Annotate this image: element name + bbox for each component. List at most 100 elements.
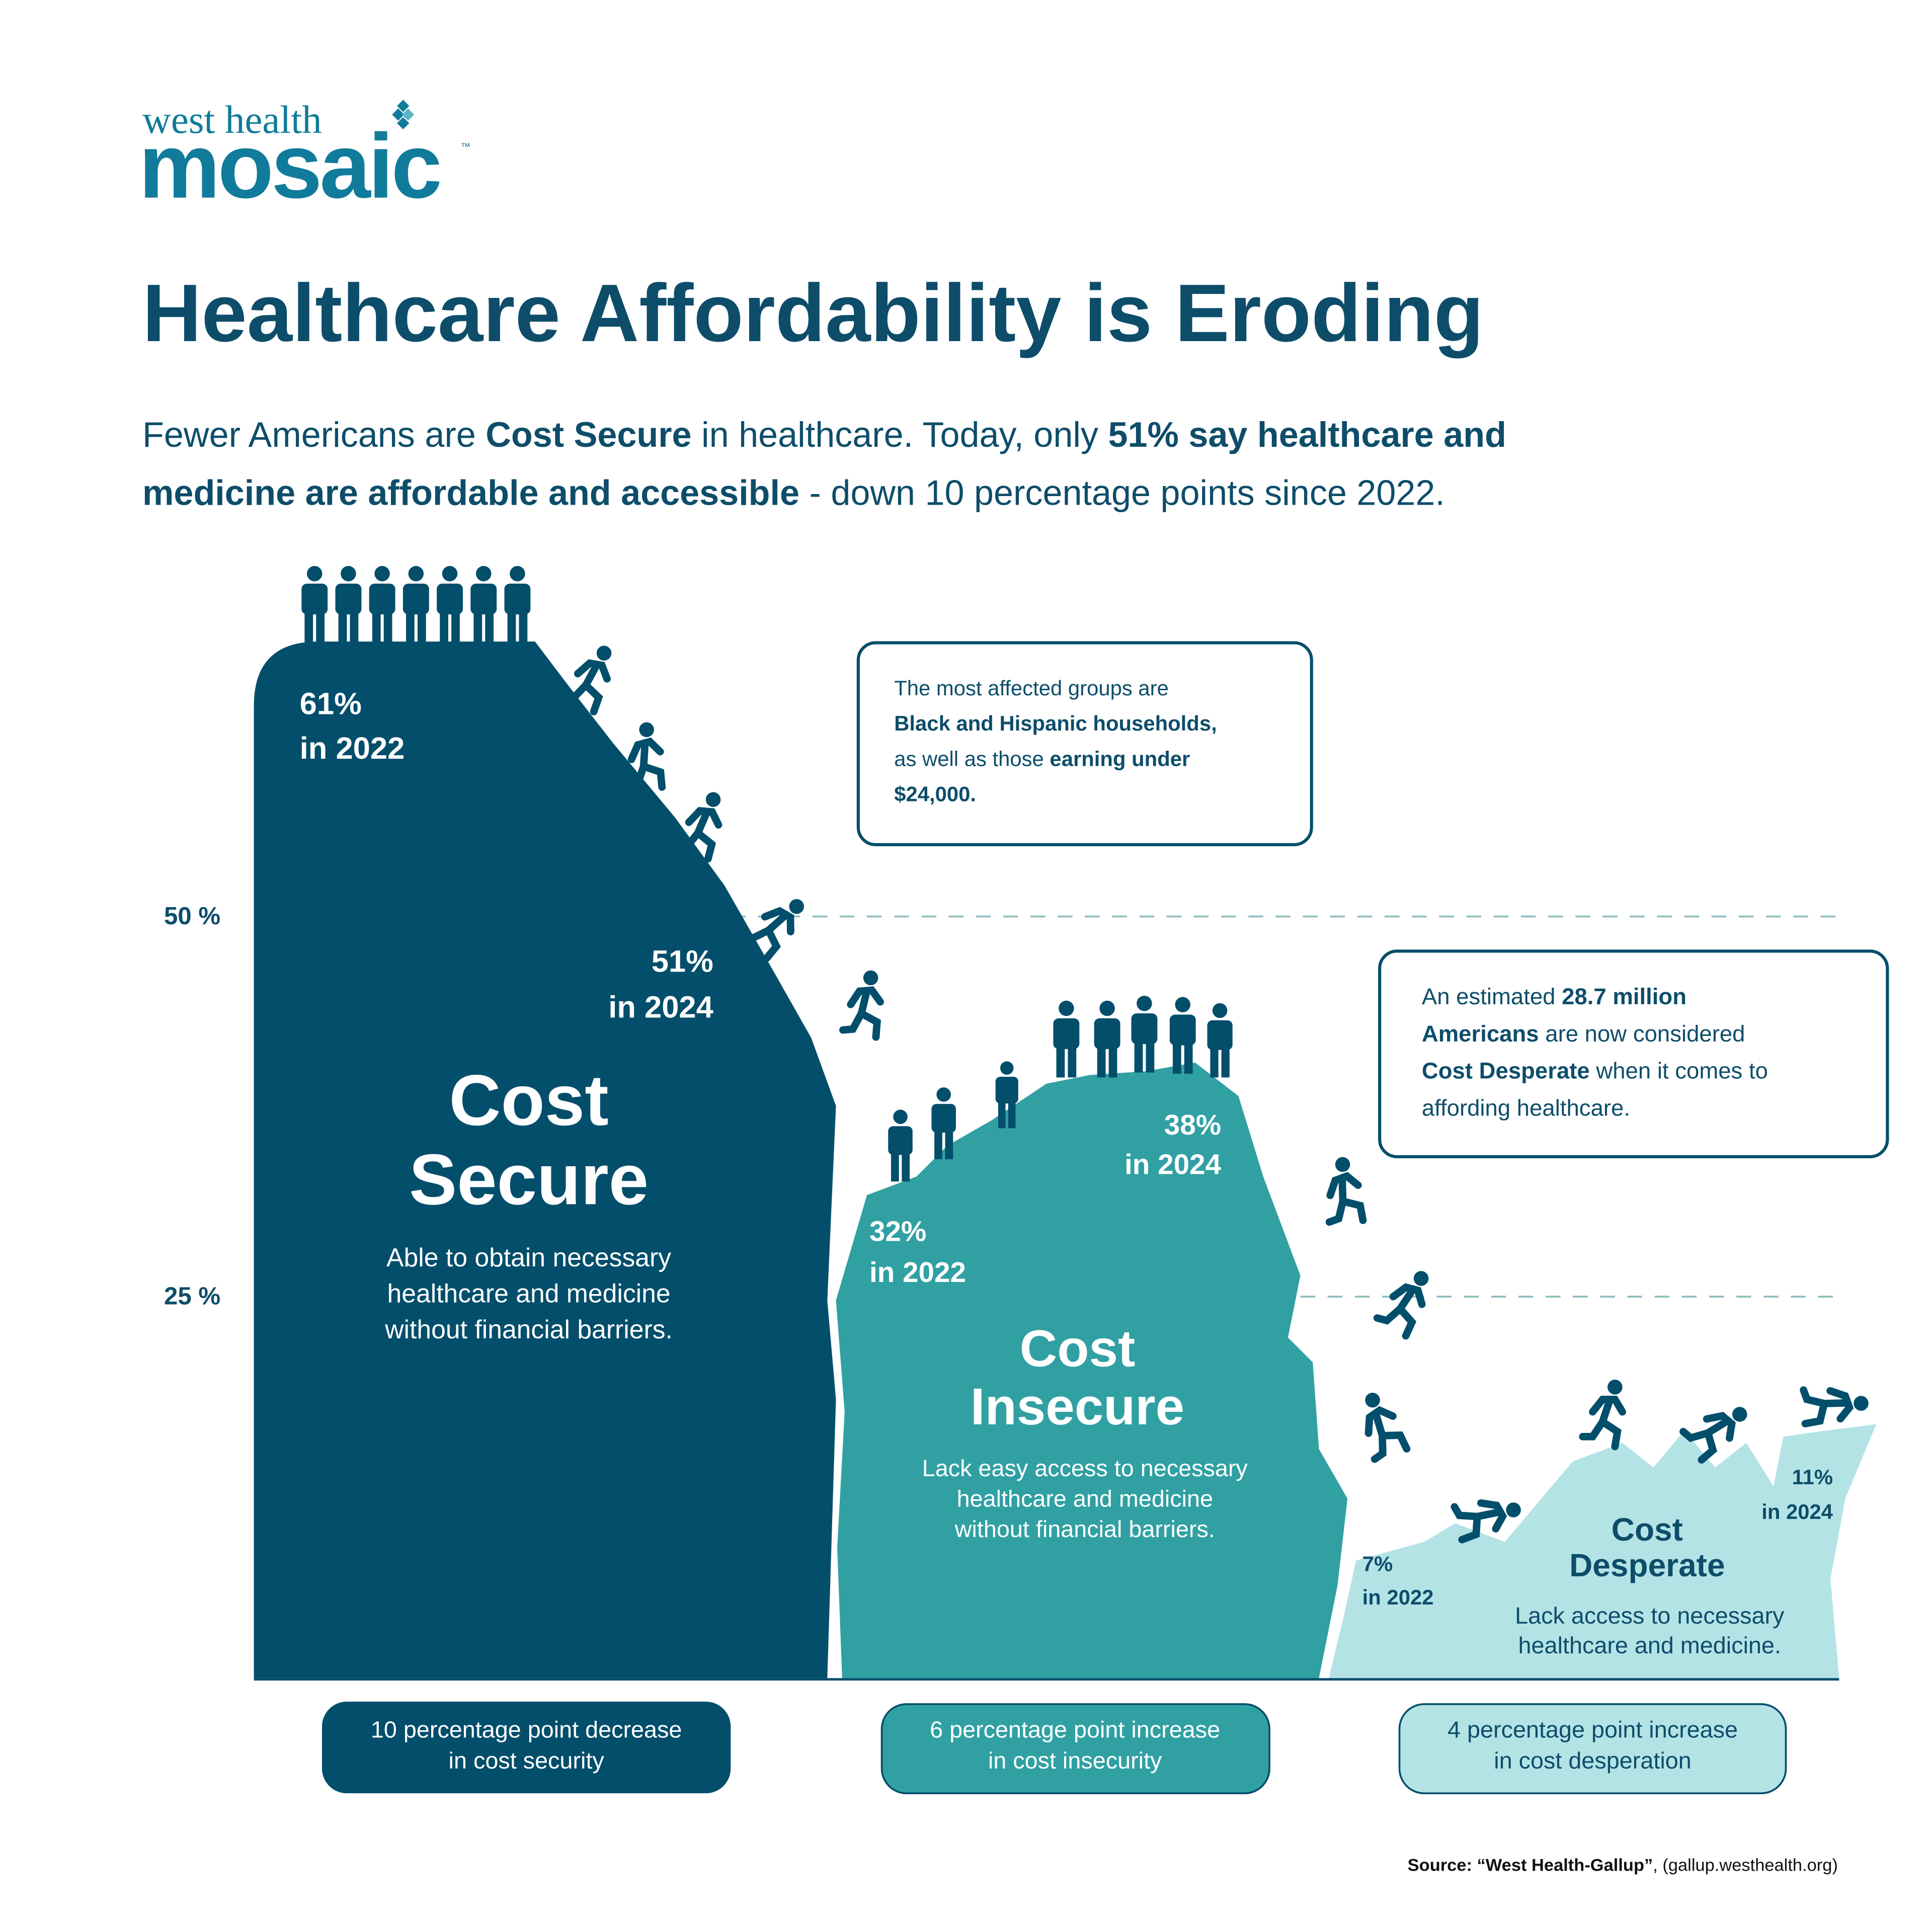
group-description: Lack easy access to necessary — [922, 1455, 1248, 1481]
share-label: 7% — [1362, 1552, 1393, 1575]
callout-line: Cost Desperate when it comes to — [1422, 1058, 1768, 1084]
falling-figure — [1325, 1157, 1367, 1226]
icon-part — [847, 986, 884, 1008]
icon-part — [1679, 1427, 1718, 1464]
icon-part — [624, 762, 666, 791]
icon-part — [1372, 1409, 1386, 1439]
share-label: in 2022 — [300, 731, 405, 766]
text-segment: Source: — [1408, 1856, 1477, 1875]
text-segment: as well as those — [894, 747, 1050, 770]
text-segment: are now considered — [1539, 1021, 1745, 1046]
mountain-desperate — [1329, 1424, 1877, 1678]
group-description: healthcare and medicine — [957, 1486, 1213, 1512]
text-segment: when it comes to — [1590, 1058, 1768, 1084]
icon-part — [1000, 1061, 1014, 1075]
icon-part — [437, 584, 463, 615]
icon-part — [1820, 1399, 1852, 1408]
icon-part — [1134, 1038, 1143, 1073]
callout-line: An estimated 28.7 million — [1422, 984, 1686, 1009]
icon-part — [1210, 1044, 1219, 1078]
falling-figure — [1800, 1386, 1869, 1427]
group-name: Cost — [449, 1061, 608, 1141]
group-name: Secure — [409, 1140, 649, 1220]
icon-part — [301, 584, 328, 615]
icon-part — [1389, 1283, 1426, 1308]
share-label: in 2024 — [1124, 1149, 1221, 1180]
text-segment: Black and Hispanic households, — [894, 711, 1217, 735]
text-segment: “West Health-Gallup” — [1477, 1856, 1653, 1875]
icon-part — [403, 584, 429, 615]
icon-part — [1607, 1380, 1623, 1395]
icon-part — [306, 566, 323, 582]
callout-line: $24,000. — [894, 782, 976, 806]
icon-part — [1207, 1020, 1233, 1050]
icon-part — [1212, 1003, 1228, 1018]
icon-part — [369, 584, 395, 615]
change-text: 4 percentage point increase — [1447, 1717, 1738, 1743]
icon-part — [338, 608, 347, 643]
icon-part — [839, 1009, 881, 1041]
source: Source: “West Health-Gallup”, (gallup.we… — [1408, 1856, 1838, 1875]
share-label: in 2022 — [869, 1256, 966, 1288]
callout-line: Black and Hispanic households, — [894, 711, 1217, 735]
icon-part — [1373, 1305, 1417, 1340]
icon-part — [1099, 1000, 1115, 1016]
text-segment: An estimated — [1422, 984, 1562, 1009]
text-segment: Americans — [1422, 1021, 1539, 1046]
person-icon — [335, 566, 362, 643]
icon-part — [1008, 1098, 1016, 1129]
icon-part — [1413, 1271, 1429, 1286]
icon-part — [1184, 1039, 1193, 1074]
change-text: in cost desperation — [1494, 1747, 1691, 1774]
icon-part — [1732, 1407, 1747, 1422]
icon-part — [1068, 1042, 1077, 1078]
icon-part — [519, 608, 528, 643]
callout-line: The most affected groups are — [894, 676, 1169, 700]
icon-part — [789, 899, 804, 914]
group-description: without financial barriers. — [954, 1516, 1215, 1542]
change-pill — [1398, 1703, 1787, 1795]
falling-figure — [624, 722, 666, 791]
icon-part — [374, 566, 390, 582]
icon-part — [473, 608, 482, 643]
share-label: in 2024 — [1761, 1500, 1833, 1523]
icon-part — [1579, 1418, 1622, 1451]
icon-part — [1094, 1018, 1120, 1050]
icon-part — [1364, 1406, 1397, 1437]
icon-part — [893, 1109, 908, 1124]
logo-trademark: ™ — [461, 141, 471, 152]
icon-part — [1473, 1508, 1504, 1520]
text-segment: in healthcare. Today, only — [692, 414, 1108, 454]
person-icon — [931, 1087, 956, 1159]
text-segment: $24,000. — [894, 782, 976, 806]
icon-part — [740, 926, 781, 962]
share-label: 51% — [652, 944, 713, 979]
callout-box — [856, 641, 1313, 846]
falling-figure — [673, 792, 722, 863]
subtitle-line: medicine are affordable and accessible -… — [142, 472, 1445, 512]
icon-part — [560, 681, 603, 715]
icon-part — [863, 970, 878, 986]
icon-part — [934, 1126, 942, 1159]
icon-part — [341, 566, 356, 582]
change-text: in cost insecurity — [988, 1747, 1162, 1774]
icon-part — [1326, 1172, 1362, 1199]
logo-wordmark: mosaic — [139, 115, 440, 217]
callout-line: affording healthcare. — [1422, 1095, 1630, 1121]
text-segment: Cost Desperate — [1422, 1058, 1590, 1084]
person-icon — [1169, 997, 1196, 1074]
icon-part — [936, 1087, 951, 1102]
person-icon — [1131, 996, 1158, 1073]
share-label: in 2024 — [608, 990, 713, 1024]
icon-part — [408, 566, 424, 582]
icon-part — [627, 737, 664, 763]
change-pill — [322, 1702, 731, 1794]
icon-part — [891, 1149, 899, 1182]
icon-part — [304, 608, 313, 643]
icon-part — [1221, 1044, 1230, 1078]
text-segment: , (gallup.westhealth.org) — [1653, 1856, 1838, 1875]
icon-part — [406, 608, 415, 643]
change-text: in cost security — [449, 1747, 605, 1774]
